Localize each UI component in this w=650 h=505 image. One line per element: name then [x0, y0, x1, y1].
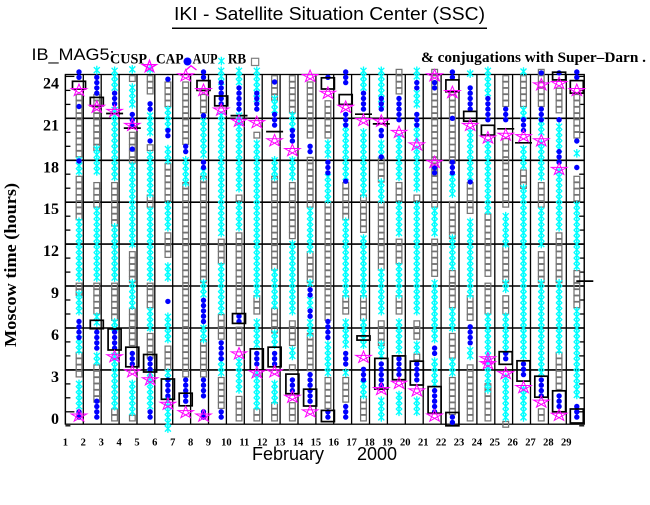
- svg-text:16: 16: [328, 438, 339, 449]
- svg-text:CUSP: CUSP: [110, 52, 147, 68]
- svg-text:25: 25: [490, 438, 501, 449]
- svg-text:6: 6: [152, 438, 157, 449]
- svg-text:11: 11: [239, 438, 249, 449]
- svg-text:3: 3: [99, 438, 104, 449]
- svg-text:0: 0: [51, 411, 59, 428]
- svg-text:9: 9: [206, 438, 211, 449]
- svg-text:24: 24: [43, 75, 59, 92]
- svg-text:1: 1: [63, 438, 68, 449]
- svg-text:& conjugations with Super–Darn: & conjugations with Super–Darn .: [421, 50, 646, 66]
- svg-text:26: 26: [507, 438, 518, 449]
- svg-text:20: 20: [400, 438, 411, 449]
- svg-text:10: 10: [221, 438, 232, 449]
- svg-text:17: 17: [346, 438, 357, 449]
- svg-text:4: 4: [116, 438, 122, 449]
- svg-text:24: 24: [472, 438, 483, 449]
- svg-text:15: 15: [43, 201, 59, 218]
- svg-text:RB: RB: [228, 52, 246, 68]
- svg-text:February: February: [252, 444, 324, 464]
- svg-text:22: 22: [436, 438, 447, 449]
- svg-text:21: 21: [43, 117, 59, 134]
- svg-text:12: 12: [257, 438, 268, 449]
- svg-text:18: 18: [43, 159, 59, 176]
- svg-text:27: 27: [525, 438, 536, 449]
- svg-text:6: 6: [51, 327, 59, 344]
- svg-text:8: 8: [188, 438, 193, 449]
- svg-text:28: 28: [543, 438, 554, 449]
- svg-text:CAP: CAP: [156, 52, 184, 68]
- svg-text:23: 23: [454, 438, 465, 449]
- svg-text:7: 7: [170, 438, 175, 449]
- svg-text:2: 2: [81, 438, 86, 449]
- svg-text:18: 18: [364, 438, 375, 449]
- svg-text:3: 3: [51, 369, 59, 386]
- svg-text:29: 29: [561, 438, 572, 449]
- svg-text:9: 9: [51, 285, 59, 302]
- svg-text:21: 21: [418, 438, 429, 449]
- svg-text:13: 13: [275, 438, 286, 449]
- svg-text:15: 15: [311, 438, 322, 449]
- svg-text:2000: 2000: [357, 444, 397, 464]
- svg-text:14: 14: [293, 438, 304, 449]
- svg-text:Moscow time (hours): Moscow time (hours): [1, 183, 20, 347]
- svg-text:12: 12: [43, 243, 59, 260]
- svg-text:IB_MAG5:: IB_MAG5:: [32, 45, 115, 64]
- svg-text:19: 19: [382, 438, 393, 449]
- svg-text:IKI - Satellite Situation Cent: IKI - Satellite Situation Center (SSC): [174, 3, 485, 24]
- svg-text:5: 5: [134, 438, 139, 449]
- svg-text:AUP: AUP: [193, 52, 218, 68]
